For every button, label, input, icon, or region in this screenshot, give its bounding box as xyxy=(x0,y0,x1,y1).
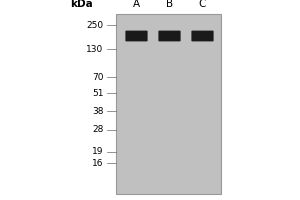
FancyBboxPatch shape xyxy=(158,31,181,41)
Text: B: B xyxy=(166,0,173,9)
Text: kDa: kDa xyxy=(70,0,93,9)
Text: 51: 51 xyxy=(92,88,103,98)
Text: 250: 250 xyxy=(86,21,103,29)
Text: 70: 70 xyxy=(92,72,103,82)
FancyBboxPatch shape xyxy=(191,31,214,41)
Text: 130: 130 xyxy=(86,45,103,53)
Text: C: C xyxy=(199,0,206,9)
Bar xyxy=(116,14,220,194)
Text: 16: 16 xyxy=(92,158,103,168)
Text: 28: 28 xyxy=(92,126,103,134)
Text: 19: 19 xyxy=(92,148,103,156)
Text: A: A xyxy=(133,0,140,9)
FancyBboxPatch shape xyxy=(125,31,148,41)
Text: 38: 38 xyxy=(92,106,103,116)
